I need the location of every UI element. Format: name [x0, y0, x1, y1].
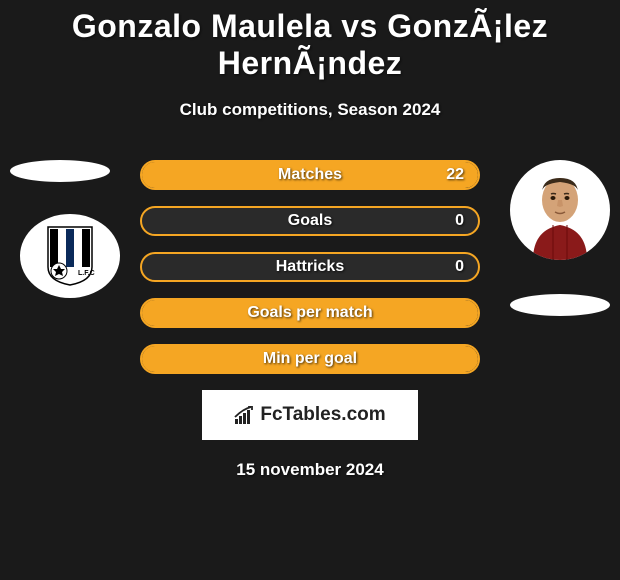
stat-bar-hattricks: Hattricks 0: [140, 252, 480, 282]
page-subtitle: Club competitions, Season 2024: [0, 100, 620, 120]
footer-date: 15 november 2024: [0, 460, 620, 480]
svg-text:L.F.C: L.F.C: [78, 270, 95, 277]
stat-label: Goals per match: [247, 304, 372, 322]
stat-label: Min per goal: [263, 350, 357, 368]
stats-container: Matches 22 Goals 0 Hattricks 0 Goals per match…: [140, 160, 480, 374]
main-comparison-area: L.F.C Matches 22 Goals 0 Hattricks 0 Goals per…: [0, 160, 620, 374]
stat-bar-goals-per-match: Goals per match: [140, 298, 480, 328]
right-club-placeholder: [510, 294, 610, 316]
stat-bar-matches: Matches 22: [140, 160, 480, 190]
page-title: Gonzalo Maulela vs GonzÃ¡lez HernÃ¡ndez: [0, 0, 620, 82]
stat-label: Hattricks: [276, 258, 344, 276]
stat-bar-min-per-goal: Min per goal: [140, 344, 480, 374]
signal-icon: [234, 406, 256, 424]
left-player-placeholder: [10, 160, 110, 182]
stat-value-right: 0: [455, 212, 464, 230]
stat-label: Matches: [278, 166, 342, 184]
stat-label: Goals: [288, 212, 332, 230]
stat-bar-goals: Goals 0: [140, 206, 480, 236]
player-silhouette-icon: [523, 170, 598, 260]
right-player-avatar: [510, 160, 610, 260]
logo-text: FcTables.com: [260, 404, 385, 426]
club-shield-icon: L.F.C: [44, 225, 96, 287]
stat-value-right: 0: [455, 258, 464, 276]
left-club-badge: L.F.C: [20, 214, 120, 298]
stat-value-right: 22: [446, 166, 464, 184]
fctables-logo: FcTables.com: [202, 390, 418, 440]
